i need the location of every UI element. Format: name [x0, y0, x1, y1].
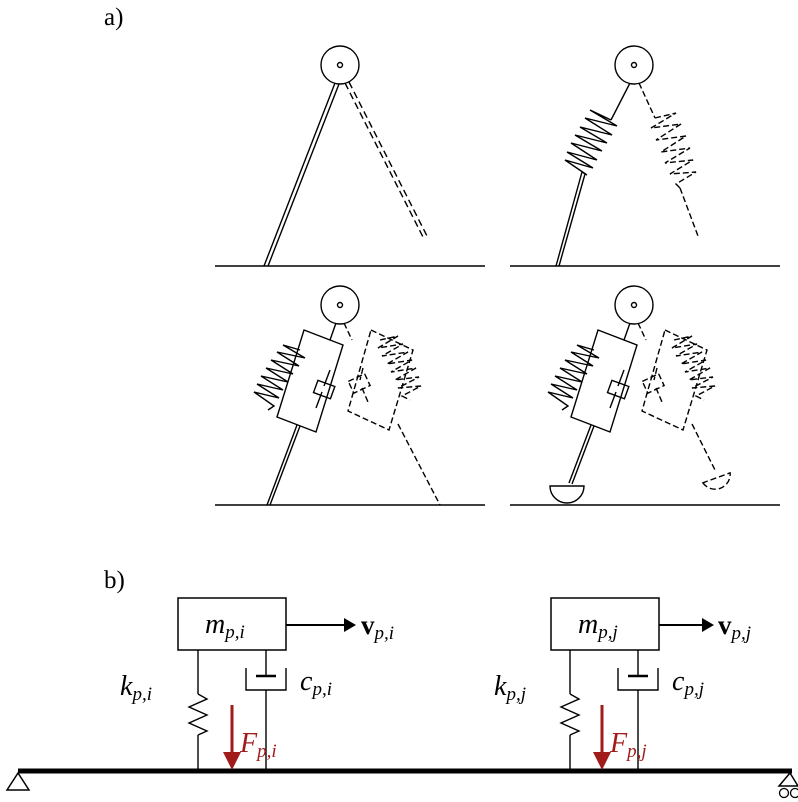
stance-leg-lower [266, 424, 298, 506]
spring-j [559, 650, 581, 769]
damper-j [617, 650, 659, 769]
stance-leg-lower [555, 171, 583, 267]
velocity-label-i: vp,i [361, 610, 394, 644]
swing-leg-lower [691, 423, 717, 473]
damper-i [245, 650, 287, 769]
mass-box-j [550, 597, 660, 651]
body-mass-circle [614, 285, 654, 325]
stance-leg-upper [610, 82, 631, 121]
stance-frame [276, 329, 344, 433]
pedestrian-j: mp,j vp,j kp,j cp,j Fp,j [494, 597, 751, 770]
stance-damper [312, 379, 336, 400]
swing-damper [347, 372, 372, 395]
swing-leg-lower [397, 423, 441, 506]
stiffness-label-j: kp,j [494, 671, 526, 705]
body-mass-center [336, 61, 344, 69]
roller-wheel [789, 787, 798, 799]
swing-spring [671, 335, 716, 401]
spring-i [187, 650, 209, 769]
stance-leg-lower [568, 424, 592, 484]
damping-label-j: cp,j [672, 666, 704, 700]
swing-leg [344, 82, 424, 238]
stiffness-label-i: kp,i [120, 671, 152, 705]
swing-leg-spring [650, 112, 697, 189]
body-mass-circle [320, 285, 360, 325]
beam-model [5, 768, 798, 799]
stance-leg [263, 82, 336, 267]
spring-damper-leg-model [215, 285, 485, 506]
mass-label-j: mp,j [578, 609, 618, 643]
body-mass-center [630, 301, 638, 309]
inverted-pendulum-model [215, 45, 485, 267]
body-mass-circle [614, 45, 654, 85]
panel-a-label: a) [104, 4, 123, 31]
spring-damper-roller-foot-model [510, 285, 780, 506]
roller-wheel [778, 787, 790, 799]
stance-foot [549, 485, 585, 504]
mass-box-i [177, 597, 287, 651]
swing-foot [701, 471, 731, 490]
mass-label-i: mp,i [205, 609, 245, 643]
force-arrowhead-i [223, 752, 241, 770]
velocity-arrowhead-i [344, 618, 356, 632]
stance-leg-spring [564, 109, 618, 176]
stance-damper [606, 379, 630, 400]
body-mass-center [336, 301, 344, 309]
spring-leg-model [510, 45, 780, 267]
roller-support [777, 771, 798, 787]
velocity-label-j: vp,j [718, 610, 751, 644]
body-mass-center [630, 61, 638, 69]
swing-leg-upper [638, 82, 656, 119]
force-label-i: Fp,i [239, 728, 277, 762]
force-label-j: Fp,j [609, 728, 647, 762]
swing-leg-lower [679, 187, 699, 237]
swing-frame [347, 329, 414, 431]
damping-label-i: cp,i [300, 666, 332, 700]
pin-support [5, 771, 31, 791]
body-mass-circle [320, 45, 360, 85]
pedestrian-i: mp,i vp,i kp,i cp,i Fp,i [120, 597, 394, 770]
velocity-arrowhead-j [702, 618, 714, 632]
stance-spring [547, 344, 600, 411]
swing-spring [377, 335, 422, 401]
panel-b-label: b) [104, 567, 125, 594]
force-arrowhead-j [593, 752, 611, 770]
stance-frame [570, 329, 638, 433]
swing-frame [641, 329, 708, 431]
swing-damper [641, 372, 666, 395]
stance-spring [253, 344, 306, 411]
